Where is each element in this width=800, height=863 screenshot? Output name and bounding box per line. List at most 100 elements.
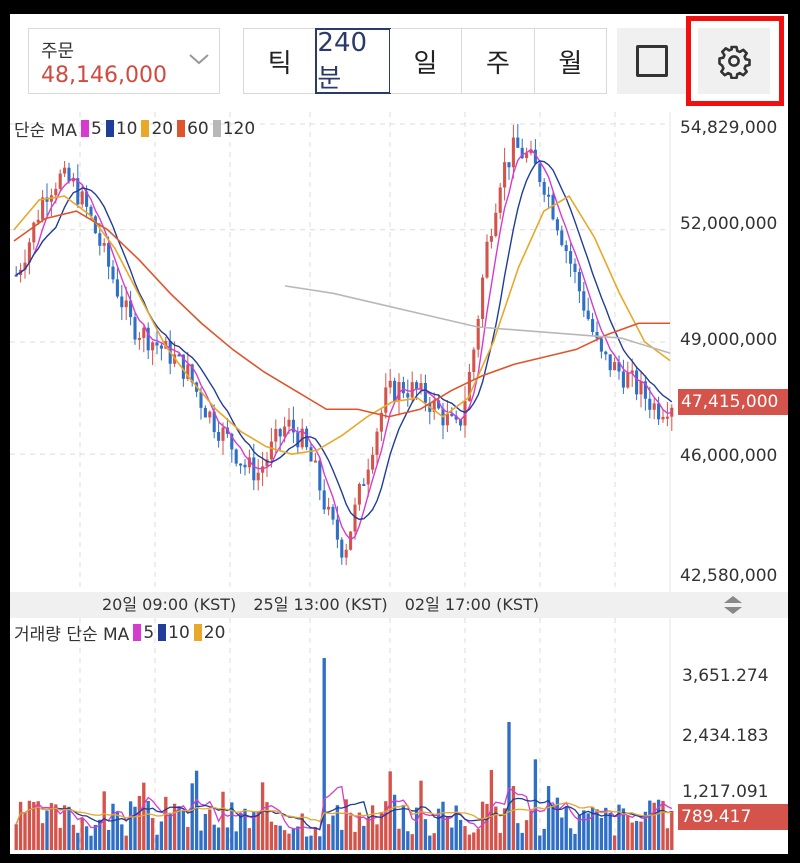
volume-bar — [102, 791, 106, 850]
volume-bar — [287, 833, 291, 850]
candle-body — [555, 219, 559, 231]
tab-month[interactable]: 월 — [534, 29, 607, 93]
candle-body — [454, 415, 458, 420]
candle-body — [410, 382, 414, 398]
volume-chart[interactable] — [10, 618, 788, 854]
volume-bar — [582, 810, 586, 850]
volume-bar — [414, 807, 419, 850]
volume-bar — [115, 812, 120, 850]
candle-body — [212, 411, 216, 433]
tab-tick[interactable]: 틱 — [244, 29, 317, 93]
volume-bar — [181, 809, 186, 850]
volume-bar — [472, 832, 476, 850]
candle-body — [366, 469, 370, 485]
volume-bar — [76, 832, 80, 850]
volume-bar — [665, 828, 670, 850]
volume-bar — [309, 835, 313, 850]
volume-bar — [555, 797, 560, 850]
volume-bar — [384, 801, 388, 850]
tab-240min[interactable]: 240분 — [315, 28, 391, 94]
volume-bar — [450, 827, 454, 850]
candle-body — [617, 362, 621, 372]
ma20-line — [13, 195, 671, 455]
volume-bar — [630, 822, 634, 850]
volume-bar — [296, 826, 300, 850]
candle-body — [481, 277, 485, 319]
volume-bar — [234, 831, 238, 850]
order-price-dropdown[interactable]: 주문 48,146,000 — [28, 28, 220, 94]
volume-bar — [243, 808, 247, 850]
candle-body — [36, 219, 40, 223]
volume-bar — [511, 786, 516, 850]
volume-bar — [18, 801, 23, 850]
volume-bar — [397, 828, 401, 850]
volume-bar — [599, 818, 604, 850]
candle-body — [560, 230, 564, 246]
candle-body — [569, 251, 573, 264]
ma120-line — [284, 285, 671, 354]
candle-body — [349, 531, 353, 550]
candle-body — [142, 327, 146, 338]
candle-body — [485, 241, 489, 278]
volume-bar — [300, 813, 304, 850]
volume-bar — [238, 812, 243, 850]
tab-week[interactable]: 주 — [462, 29, 535, 93]
volume-bar — [643, 811, 648, 850]
time-axis-bar — [10, 592, 788, 618]
volume-bar — [318, 836, 322, 850]
volume-bar — [590, 807, 595, 850]
settings-button[interactable] — [698, 28, 770, 94]
fullscreen-button[interactable] — [617, 28, 687, 94]
ma10-line — [15, 160, 673, 521]
candle-body — [239, 463, 243, 466]
volume-bar — [348, 815, 353, 850]
candle-body — [265, 459, 269, 467]
volume-bar — [586, 813, 590, 850]
candle-body — [551, 194, 555, 220]
candle-body — [384, 387, 388, 413]
legend-swatch — [133, 624, 142, 641]
legend-item: 60 — [187, 118, 209, 139]
candle-body — [648, 398, 652, 410]
legend-item: 5 — [143, 622, 155, 643]
candle-body — [115, 279, 119, 297]
volume-bar — [507, 722, 511, 850]
candle-body — [199, 391, 203, 408]
legend-item: 20 — [151, 118, 174, 139]
interval-tabs: 틱 240분 일 주 월 — [243, 28, 607, 94]
volume-bar — [604, 807, 608, 850]
volume-bar — [573, 833, 577, 850]
candle-body — [507, 162, 511, 168]
volume-bar — [106, 829, 111, 850]
candle-body — [582, 291, 586, 311]
volume-bar — [648, 800, 652, 850]
volume-bar — [45, 810, 49, 850]
volume-bar — [608, 812, 612, 850]
volume-bar — [379, 812, 384, 850]
candle-body — [71, 178, 75, 182]
candle-body — [32, 222, 36, 243]
resize-updown-icon[interactable] — [720, 594, 746, 616]
volume-bar — [652, 802, 656, 850]
candle-body — [45, 197, 49, 202]
volume-bar — [494, 806, 498, 850]
price-chart[interactable] — [10, 112, 788, 592]
order-price-value: 48,146,000 — [41, 63, 167, 88]
volume-bar — [577, 815, 582, 850]
candle-body — [643, 381, 647, 399]
candle-body — [498, 187, 502, 213]
tab-day[interactable]: 일 — [389, 29, 463, 93]
volume-bar — [551, 804, 555, 850]
candle-body — [525, 153, 529, 159]
volume-bar — [137, 795, 142, 850]
volume-bar — [375, 824, 379, 850]
volume-bar — [221, 791, 225, 850]
chart-screen: 주문 48,146,000 틱 240분 일 주 월 — [10, 14, 788, 854]
candle-body — [107, 243, 111, 267]
volume-bar — [564, 806, 568, 850]
volume-bar — [410, 834, 414, 850]
candle-body — [327, 506, 331, 510]
candle-body — [305, 428, 309, 448]
candle-body — [547, 194, 551, 197]
volume-bar — [212, 824, 216, 850]
